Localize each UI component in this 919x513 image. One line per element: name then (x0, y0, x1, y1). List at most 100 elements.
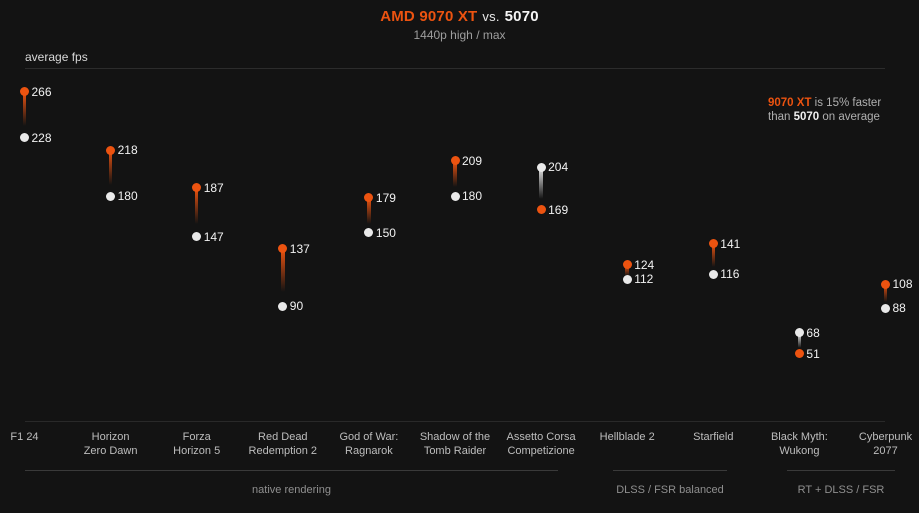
dot-9070xt (450, 156, 460, 166)
value-label-5070: 180 (117, 189, 138, 204)
dot-5070 (20, 133, 29, 143)
category-label-line: Competizione (507, 444, 575, 457)
value-label-9070xt: 141 (720, 236, 741, 251)
category-label: Cyberpunk 2077 (831, 431, 919, 458)
value-label-9070xt: 187 (203, 180, 224, 195)
category-label-line: Horizon 5 (173, 444, 221, 457)
group-underline (787, 470, 895, 471)
category-label: Hellblade 2 (572, 431, 682, 445)
value-label-9070xt: 137 (289, 241, 310, 256)
value-label-9070xt: 51 (806, 346, 820, 361)
group-label: native rendering (252, 484, 331, 496)
value-label-9070xt: 218 (117, 143, 138, 157)
value-label-9070xt: 169 (548, 202, 569, 217)
annotation-text: on average (819, 111, 880, 123)
category-label-line: Tomb Raider (423, 444, 487, 457)
dot-9070xt (106, 145, 116, 155)
category-label-line: Forza (182, 431, 211, 443)
chart-title: AMD 9070 XT vs. 5070 (0, 8, 919, 25)
value-label-9070xt: 209 (462, 153, 483, 168)
value-label-9070xt: 266 (31, 84, 52, 99)
category-label-line: Ragnarok (345, 444, 393, 457)
value-label-5070: 112 (634, 272, 654, 287)
value-label-9070xt: 124 (634, 257, 655, 272)
category-label: F1 24 (0, 431, 80, 445)
value-label-5070: 150 (375, 225, 396, 240)
category-label-line: Redemption 2 (248, 444, 318, 457)
annotation-line-1: 9070 XT is 15% faster (768, 96, 881, 110)
value-label-5070: 88 (892, 301, 906, 316)
dot-9070xt (20, 87, 29, 96)
chart-header: AMD 9070 XT vs. 5070 1440p high / max (0, 8, 919, 42)
title-gpu1: AMD 9070 XT (380, 8, 478, 25)
category-label-line: Black Myth: (770, 431, 828, 443)
lollipop-tail (194, 187, 199, 225)
dot-5070 (106, 191, 116, 201)
dot-9070xt (708, 239, 718, 249)
title-gpu2: 5070 (504, 8, 539, 25)
category-label-line: Assetto Corsa (506, 431, 576, 443)
value-label-5070: 90 (289, 299, 304, 314)
annotation-text: is 15% faster (811, 97, 882, 109)
category-label: Shadow of the Tomb Raider (400, 431, 510, 458)
category-label: Starfield (658, 431, 768, 445)
category-label: Black Myth: Wukong (744, 431, 854, 458)
category-label-line: Starfield (693, 431, 734, 443)
lollipop-tail (711, 243, 716, 267)
lollipop-tail (108, 150, 113, 185)
dot-5070 (192, 232, 202, 242)
category-label-line: Shadow of the (419, 431, 491, 443)
x-axis-line (25, 421, 885, 422)
value-label-5070: 147 (203, 229, 224, 244)
annotation-gpu2: 5070 (793, 111, 820, 123)
value-label-5070: 228 (31, 130, 52, 145)
lollipop-tail (625, 264, 629, 276)
category-label-line: Wukong (779, 444, 820, 457)
value-label-9070xt: 108 (892, 277, 913, 292)
category-label-line: Zero Dawn (83, 444, 138, 457)
category-label: Horizon Zero Dawn (56, 431, 166, 458)
dot-5070 (881, 303, 890, 313)
dot-9070xt (622, 260, 632, 270)
dot-9070xt (364, 193, 374, 203)
dot-5070 (278, 301, 288, 311)
lollipop-tail (281, 248, 285, 292)
annotation-text: than (768, 111, 794, 123)
dot-9070xt (794, 349, 804, 359)
lollipop-tail (367, 197, 371, 225)
chart-subtitle: 1440p high / max (413, 28, 506, 42)
dot-5070 (364, 228, 374, 238)
dot-5070 (794, 328, 804, 338)
category-label-line: Cyberpunk (858, 431, 913, 443)
category-label: God of War: Ragnarok (314, 431, 424, 458)
value-label-5070: 180 (462, 189, 483, 204)
value-label-5070: 116 (720, 267, 740, 282)
group-underline (613, 470, 727, 471)
group-label: DLSS / FSR balanced (616, 484, 724, 496)
category-label-line: 2077 (873, 444, 898, 457)
category-label: Red Dead Redemption 2 (228, 431, 338, 458)
category-label-line: Hellblade 2 (599, 431, 655, 443)
category-label: Assetto Corsa Competizione (486, 431, 596, 458)
annotation-gpu1: 9070 XT (768, 97, 812, 109)
value-label-9070xt: 179 (375, 190, 396, 205)
category-label-line: Red Dead (258, 431, 308, 443)
annotation-line-2: than 5070 on average (768, 110, 881, 124)
lollipop-tail (22, 91, 27, 127)
lollipop-tail (453, 160, 457, 188)
category-label-line: God of War: (339, 431, 399, 443)
lollipop-tail (797, 332, 802, 349)
category-label-line: Horizon (91, 431, 130, 443)
dot-9070xt (278, 244, 288, 254)
category-label-line: F1 24 (10, 431, 39, 443)
dot-5070 (450, 191, 460, 201)
dot-9070xt (192, 183, 202, 193)
value-label-5070: 68 (806, 325, 820, 340)
lollipop-tail (539, 167, 543, 200)
dot-5070 (536, 162, 546, 172)
value-label-5070: 204 (548, 160, 569, 175)
y-axis-label: average fps (25, 50, 88, 64)
dot-9070xt (881, 279, 890, 289)
dot-5070 (708, 269, 718, 279)
